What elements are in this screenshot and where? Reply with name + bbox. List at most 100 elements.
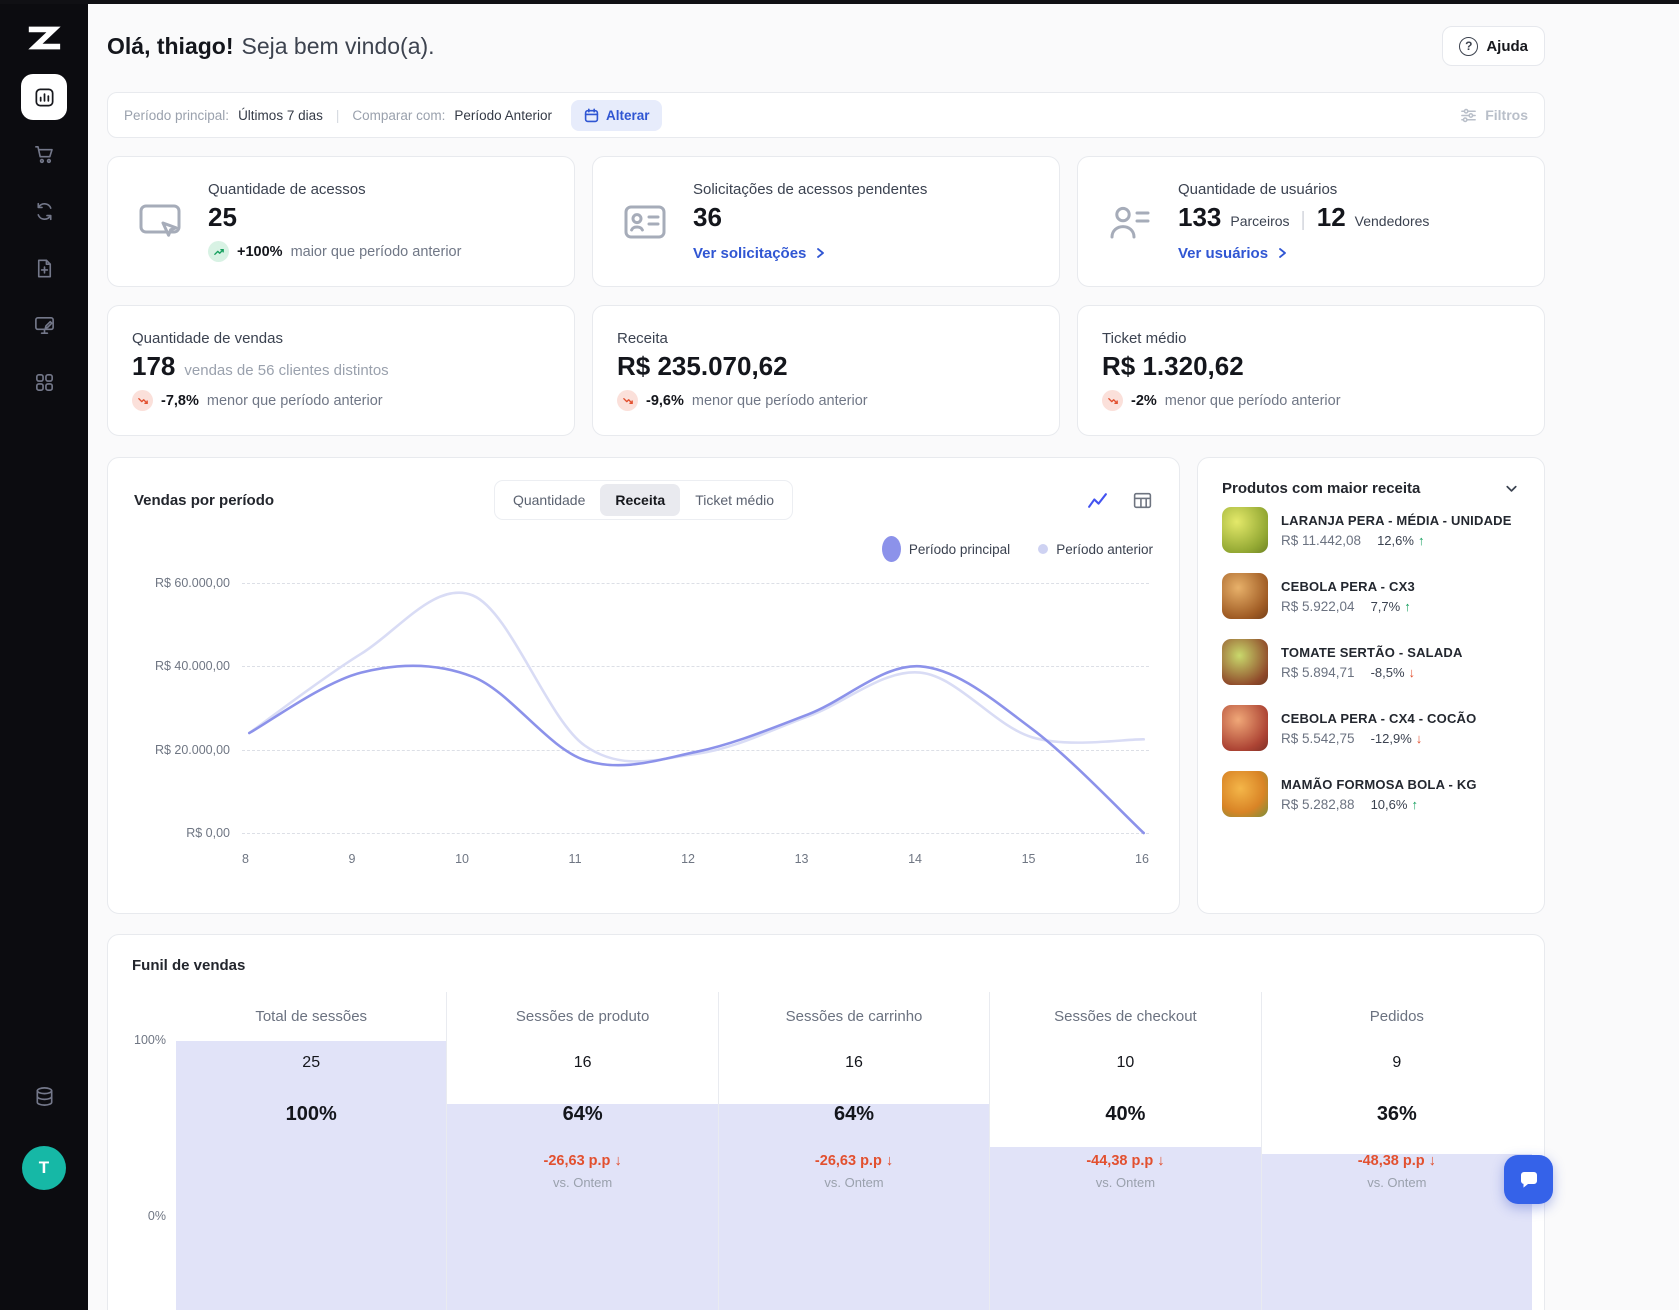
sidebar-item-database[interactable] bbox=[21, 1073, 67, 1119]
funnel-chart: 100% 0% Total de sessões 25 100% Sessões… bbox=[120, 992, 1533, 1310]
legend-dot-prev bbox=[1038, 544, 1049, 554]
users-divider: | bbox=[1300, 209, 1306, 232]
products-dropdown[interactable]: Produtos com maior receita bbox=[1222, 480, 1520, 497]
database-icon bbox=[35, 1086, 53, 1106]
access-delta-text: maior que período anterior bbox=[290, 243, 462, 260]
calendar-icon bbox=[584, 107, 599, 122]
tab-receita[interactable]: Receita bbox=[600, 484, 681, 516]
sales-funnel-card: Funil de vendas 100% 0% Total de sessões… bbox=[107, 934, 1545, 1310]
xtick: 11 bbox=[568, 852, 582, 866]
product-percent: 7,7% ↑ bbox=[1370, 598, 1411, 614]
chevron-down-icon bbox=[1506, 485, 1517, 492]
access-value: 25 bbox=[208, 201, 237, 232]
funnel-stage-delta: -44,38 p.p bbox=[1086, 1153, 1154, 1169]
filter-separator: | bbox=[335, 107, 340, 123]
funnel-stage-count: 10 bbox=[1116, 1054, 1135, 1071]
cart-icon bbox=[34, 145, 53, 163]
table-view-button[interactable] bbox=[1132, 490, 1153, 511]
product-percent: -12,9% ↓ bbox=[1370, 730, 1423, 746]
tab-ticket-medio[interactable]: Ticket médio bbox=[680, 484, 789, 516]
sidebar-item-cart[interactable] bbox=[21, 131, 67, 177]
funnel-bar bbox=[718, 1104, 990, 1310]
funnel-stage-percent: 36% bbox=[1376, 1103, 1417, 1125]
product-name: CEBOLA PERA - CX3 bbox=[1281, 578, 1415, 594]
change-period-button[interactable]: Alterar bbox=[570, 99, 663, 131]
chat-launcher-button[interactable] bbox=[1504, 1155, 1553, 1204]
sellers-label: Vendedores bbox=[1354, 213, 1430, 230]
chat-icon bbox=[1520, 1171, 1537, 1188]
funnel-stage-label: Pedidos bbox=[1369, 1008, 1424, 1025]
product-name: LARANJA PERA - MÉDIA - UNIDADE bbox=[1281, 512, 1512, 528]
xtick: 13 bbox=[794, 852, 809, 866]
user-list-icon bbox=[1102, 198, 1158, 246]
sidebar-item-integrations[interactable] bbox=[21, 188, 67, 234]
funnel-bar bbox=[447, 1104, 718, 1310]
funnel-bar bbox=[990, 1146, 1261, 1310]
trend-up-icon bbox=[208, 241, 229, 263]
chevron-right-icon bbox=[817, 248, 825, 259]
product-image bbox=[1222, 705, 1268, 751]
product-price: R$ 5.894,71 bbox=[1281, 664, 1355, 680]
requests-value: 36 bbox=[693, 202, 722, 233]
xtick: 14 bbox=[908, 852, 922, 866]
legend-dot-main bbox=[881, 536, 901, 562]
filters-label: Filtros bbox=[1485, 107, 1528, 123]
period-label: Período principal: bbox=[124, 107, 230, 123]
help-icon: ? bbox=[1459, 36, 1479, 56]
trend-down-icon bbox=[132, 390, 153, 412]
filters-button[interactable]: Filtros bbox=[1460, 107, 1528, 124]
arrow-down-icon: ↓ bbox=[1428, 1153, 1436, 1169]
partners-value: 133 bbox=[1178, 202, 1222, 233]
partners-label: Parceiros bbox=[1230, 213, 1290, 230]
funnel-stage-pedidos: Pedidos 9 36% -48,38 p.p ↓ vs. Ontem bbox=[1260, 992, 1533, 1310]
product-item[interactable]: TOMATE SERTÃO - SALADA R$ 5.894,71 -8,5%… bbox=[1222, 629, 1520, 695]
product-item[interactable]: CEBOLA PERA - CX3 R$ 5.922,04 7,7% ↑ bbox=[1222, 563, 1520, 629]
grid-icon bbox=[35, 373, 53, 391]
funnel-stage-count: 25 bbox=[302, 1054, 321, 1071]
xtick: 12 bbox=[681, 852, 696, 866]
period-value: Últimos 7 dias bbox=[238, 107, 323, 123]
product-item[interactable]: MAMÃO FORMOSA BOLA - KG R$ 5.282,88 10,6… bbox=[1222, 761, 1520, 827]
sales-delta-text: menor que período anterior bbox=[206, 392, 383, 409]
product-item[interactable]: LARANJA PERA - MÉDIA - UNIDADE R$ 11.442… bbox=[1222, 497, 1520, 563]
view-requests-link[interactable]: Ver solicitações bbox=[693, 245, 927, 262]
x-axis: 8 9 10 11 12 13 14 15 16 bbox=[242, 852, 1149, 866]
revenue-delta: -9,6% bbox=[646, 392, 684, 409]
sales-value: 178 bbox=[132, 350, 176, 381]
sales-label: Quantidade de vendas bbox=[132, 329, 283, 347]
chart-legend: Período principal Período anterior bbox=[134, 536, 1153, 562]
tab-quantidade[interactable]: Quantidade bbox=[498, 484, 600, 516]
filter-sliders-icon bbox=[1461, 108, 1477, 122]
user-avatar[interactable]: T bbox=[22, 1146, 66, 1190]
ticket-delta: -2% bbox=[1131, 392, 1157, 409]
funnel-stage-count: 16 bbox=[573, 1054, 592, 1071]
sales-chart-title: Vendas por período bbox=[134, 491, 275, 509]
help-label: Ajuda bbox=[1486, 37, 1528, 55]
sidebar-item-catalog[interactable] bbox=[21, 302, 67, 348]
arrow-down-icon: ↓ bbox=[614, 1153, 622, 1169]
funnel-stage-count: 16 bbox=[845, 1054, 863, 1071]
funnel-stage-vs: vs. Ontem bbox=[824, 1175, 884, 1190]
line-series-canvas bbox=[242, 572, 1151, 846]
funnel-stage-sessoes-produto: Sessões de produto 16 64% -26,63 p.p ↓ v… bbox=[446, 992, 718, 1310]
trend-arrow-icon: ↓ bbox=[1415, 730, 1423, 746]
product-item[interactable]: CEBOLA PERA - CX4 - COCÃO R$ 5.542,75 -1… bbox=[1222, 695, 1520, 761]
help-button[interactable]: ? Ajuda bbox=[1442, 26, 1545, 66]
product-name: MAMÃO FORMOSA BOLA - KG bbox=[1281, 776, 1477, 792]
line-chart-view-button[interactable] bbox=[1087, 490, 1108, 511]
page-header: Olá, thiago! Seja bem vindo(a). ? Ajuda bbox=[107, 26, 1545, 66]
sidebar-item-analytics[interactable] bbox=[21, 74, 67, 120]
product-image bbox=[1222, 507, 1268, 553]
revenue-delta-text: menor que período anterior bbox=[691, 392, 868, 409]
xtick: 8 bbox=[242, 852, 249, 866]
funnel-stage-delta: -26,63 p.p bbox=[814, 1153, 882, 1169]
ticket-label: Ticket médio bbox=[1102, 329, 1187, 347]
funnel-bar bbox=[176, 1041, 447, 1310]
sidebar-item-apps[interactable] bbox=[21, 359, 67, 405]
sidebar-item-orders[interactable] bbox=[21, 245, 67, 291]
funnel-stage-total-sessoes: Total de sessões 25 100% bbox=[176, 992, 447, 1310]
users-label: Quantidade de usuários bbox=[1178, 181, 1338, 199]
product-percent: -8,5% ↓ bbox=[1370, 664, 1416, 680]
view-users-link[interactable]: Ver usuários bbox=[1178, 245, 1429, 262]
funnel-stage-label: Sessões de checkout bbox=[1054, 1008, 1197, 1025]
